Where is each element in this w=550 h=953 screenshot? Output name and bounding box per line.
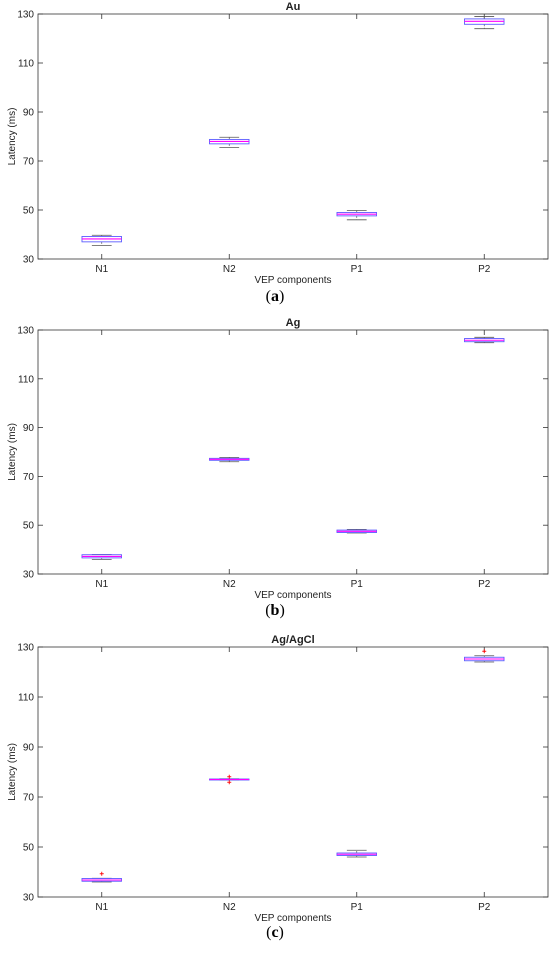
x-tick-label: P1	[351, 579, 364, 590]
y-tick-label: 90	[23, 743, 35, 754]
y-tick-label: 50	[23, 521, 35, 532]
x-axis-label: VEP components	[254, 590, 331, 601]
panel-ag: Ag 30 50 70 90 110 130 Latency (ms) N1 N2 P1 P2 VEP …	[0, 318, 550, 634]
x-tick-label: N1	[95, 902, 108, 913]
y-tick-label: 30	[23, 893, 35, 904]
x-tick-label: N2	[223, 264, 236, 275]
box-p1	[336, 528, 377, 534]
y-tick-label: 70	[23, 157, 35, 168]
x-tick-label: N1	[95, 264, 108, 275]
caption-c: (c)	[266, 924, 284, 941]
boxplot-ag: Ag 30 50 70 90 110 130 Latency (ms) N1 N2 P1 P2 VEP …	[7, 318, 549, 601]
box-n2	[209, 456, 250, 463]
caption-letter: a	[271, 288, 279, 305]
box-p2	[464, 16, 505, 30]
x-axis-label: VEP components	[254, 913, 331, 924]
x-tick-label: N2	[223, 902, 236, 913]
plot-frame	[37, 329, 549, 575]
panel-agagcl: Ag/AgCl 30 50 70 90 110 130 Latency (ms) N1 N2 P1 P…	[0, 634, 550, 953]
box-n2	[209, 136, 250, 148]
box-p2	[464, 336, 505, 344]
chart-title: Ag/AgCl	[271, 634, 314, 646]
y-tick-label: 50	[23, 843, 35, 854]
plot-frame	[37, 646, 549, 898]
x-tick-label: P2	[478, 902, 491, 913]
y-tick-label: 130	[17, 10, 34, 21]
plot-frame	[37, 13, 549, 260]
x-tick-label: P2	[478, 579, 491, 590]
y-axis-label: Latency (ms)	[7, 743, 18, 801]
y-tick-label: 30	[23, 570, 35, 581]
y-tick-label: 130	[17, 643, 34, 654]
panel-au: Au 30 50 70 90 110 130 Latency (ms) N1 N2 P1 P2 VEP …	[0, 0, 550, 318]
caption-letter: b	[270, 602, 280, 619]
y-tick-label: 70	[23, 472, 35, 483]
box-p1	[336, 849, 377, 858]
box-n2	[209, 774, 250, 785]
y-tick-label: 110	[18, 59, 34, 70]
y-tick-label: 70	[23, 793, 35, 804]
y-tick-label: 90	[23, 423, 35, 434]
box-n1	[81, 234, 122, 246]
y-axis-label: Latency (ms)	[7, 423, 18, 481]
y-tick-label: 50	[23, 206, 35, 217]
boxplot-au: Au 30 50 70 90 110 130 Latency (ms) N1 N2 P1 P2 VEP …	[7, 1, 549, 286]
chart-title: Au	[286, 1, 301, 13]
caption-a: (a)	[265, 288, 285, 305]
box-p2	[464, 649, 505, 663]
box-p1	[336, 210, 377, 221]
caption-letter: c	[271, 924, 279, 941]
x-tick-label: P1	[351, 264, 364, 275]
y-tick-label: 30	[23, 255, 35, 266]
x-tick-label: P2	[478, 264, 491, 275]
chart-title: Ag	[286, 318, 301, 329]
y-tick-label: 110	[18, 374, 34, 385]
box-n1	[81, 554, 122, 560]
box-n1	[81, 871, 122, 883]
y-tick-label: 110	[18, 693, 34, 704]
caption-b: (b)	[265, 602, 285, 619]
y-tick-label: 130	[17, 326, 34, 337]
boxplot-agagcl: Ag/AgCl 30 50 70 90 110 130 Latency (ms) N1 N2 P1 P…	[7, 634, 549, 924]
x-tick-label: N2	[223, 579, 236, 590]
x-tick-label: P1	[351, 902, 364, 913]
y-axis-label: Latency (ms)	[7, 108, 18, 166]
y-tick-label: 90	[23, 108, 35, 119]
x-tick-label: N1	[95, 579, 108, 590]
x-axis-label: VEP components	[254, 275, 331, 286]
